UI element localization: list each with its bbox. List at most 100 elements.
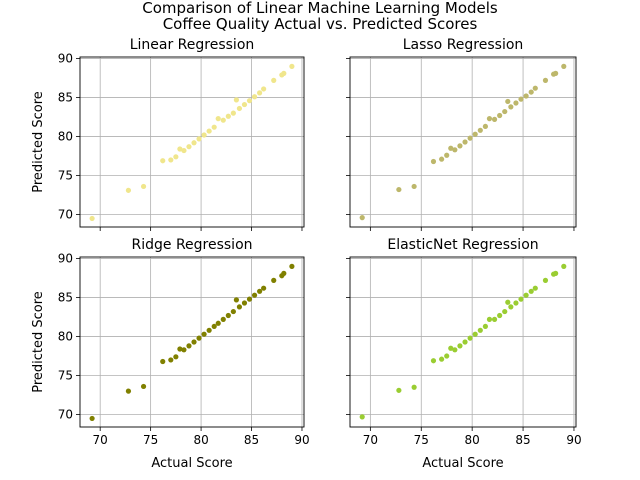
data-point xyxy=(448,145,454,151)
data-point xyxy=(201,132,207,138)
data-point xyxy=(482,323,488,330)
data-point xyxy=(125,187,132,193)
subplot-title: Ridge Regression xyxy=(131,237,252,253)
x-tick-label: 70 xyxy=(93,433,108,447)
data-point xyxy=(396,186,402,193)
data-point xyxy=(532,285,538,291)
data-point xyxy=(89,415,95,422)
scatter-points xyxy=(89,63,295,222)
data-point xyxy=(542,77,549,83)
data-point xyxy=(491,116,498,122)
data-point xyxy=(140,383,147,390)
y-tick-label: 70 xyxy=(58,208,73,222)
subplot-2: Lasso Regression xyxy=(346,37,577,231)
y-tick-label: 90 xyxy=(58,252,73,266)
data-point xyxy=(452,347,458,353)
x-tick-label: 80 xyxy=(193,433,208,447)
data-point xyxy=(513,300,519,306)
data-point xyxy=(439,156,445,162)
data-point xyxy=(281,270,287,276)
data-point xyxy=(497,312,503,319)
data-point xyxy=(477,127,483,133)
subplot-4: 70 75 80 85 90 ElasticNet Regression Actual Sc… xyxy=(346,237,582,471)
data-point xyxy=(206,128,212,134)
data-point xyxy=(281,70,287,76)
subplots: 70 75 80 85 90 Linear Regression Predicted Sco… xyxy=(31,37,582,471)
data-point xyxy=(173,154,179,160)
data-point xyxy=(261,86,267,92)
data-point xyxy=(211,124,217,130)
subplot-title: ElasticNet Regression xyxy=(387,237,538,253)
data-point xyxy=(444,152,450,158)
data-point xyxy=(542,277,549,283)
data-point xyxy=(177,346,183,352)
data-point xyxy=(186,343,192,349)
data-point xyxy=(225,113,231,119)
subplot-title: Linear Regression xyxy=(130,37,255,53)
y-tick-label: 75 xyxy=(58,169,73,183)
data-point xyxy=(532,85,538,91)
data-point xyxy=(220,117,226,123)
data-point xyxy=(439,356,445,362)
data-point xyxy=(396,387,402,393)
axes-frame xyxy=(349,256,577,428)
data-point xyxy=(173,354,179,360)
data-point xyxy=(523,93,529,99)
y-tick-label: 80 xyxy=(58,130,73,144)
data-point xyxy=(211,323,217,330)
data-point xyxy=(233,297,239,303)
figure-title-line-2: Coffee Quality Actual vs. Predicted Scor… xyxy=(163,15,478,33)
data-point xyxy=(236,105,243,112)
x-axis-label: Actual Score xyxy=(422,456,503,471)
data-point xyxy=(561,63,567,69)
data-point xyxy=(430,358,437,364)
data-point xyxy=(513,100,519,106)
y-axis-label: Predicted Score xyxy=(31,291,46,393)
data-point xyxy=(359,414,365,420)
data-point xyxy=(186,144,192,150)
x-tick-label: 85 xyxy=(244,433,259,447)
data-point xyxy=(467,135,473,141)
y-tick-label: 80 xyxy=(58,330,73,344)
data-point xyxy=(411,384,417,390)
subplot-3: 70 75 80 85 90 70 75 80 85 90 Ridge Regression Actu… xyxy=(31,237,310,471)
axes-frame xyxy=(79,56,305,228)
grid xyxy=(80,57,304,227)
data-point xyxy=(246,296,253,302)
x-tick-label: 85 xyxy=(515,433,530,447)
x-tick-label: 70 xyxy=(363,433,378,447)
data-point xyxy=(168,357,174,363)
data-point xyxy=(486,316,493,322)
data-point xyxy=(289,263,295,269)
data-point xyxy=(140,183,147,190)
data-point xyxy=(125,388,132,394)
data-point xyxy=(261,285,267,291)
data-point xyxy=(215,116,221,122)
grid xyxy=(350,57,576,227)
data-point xyxy=(528,288,534,294)
subplot-title: Lasso Regression xyxy=(403,37,524,53)
x-tick-label: 90 xyxy=(566,433,581,447)
x-tick-label: 90 xyxy=(294,433,309,447)
data-point xyxy=(502,108,508,115)
figure-title-line-1: Comparison of Linear Machine Learning Mo… xyxy=(142,0,498,17)
data-point xyxy=(491,316,498,322)
data-point xyxy=(206,327,212,333)
data-point xyxy=(241,300,248,306)
data-point xyxy=(251,94,258,100)
grid xyxy=(350,257,576,427)
data-point xyxy=(508,304,514,310)
data-point xyxy=(251,292,258,298)
data-point xyxy=(230,110,236,116)
data-point xyxy=(457,143,463,149)
data-point xyxy=(191,339,197,345)
data-point xyxy=(505,299,511,305)
scatter-points xyxy=(89,263,295,422)
data-point xyxy=(486,116,493,122)
data-point xyxy=(523,292,529,298)
data-point xyxy=(196,335,202,341)
data-point xyxy=(457,343,463,349)
y-tick-label: 75 xyxy=(58,369,73,383)
